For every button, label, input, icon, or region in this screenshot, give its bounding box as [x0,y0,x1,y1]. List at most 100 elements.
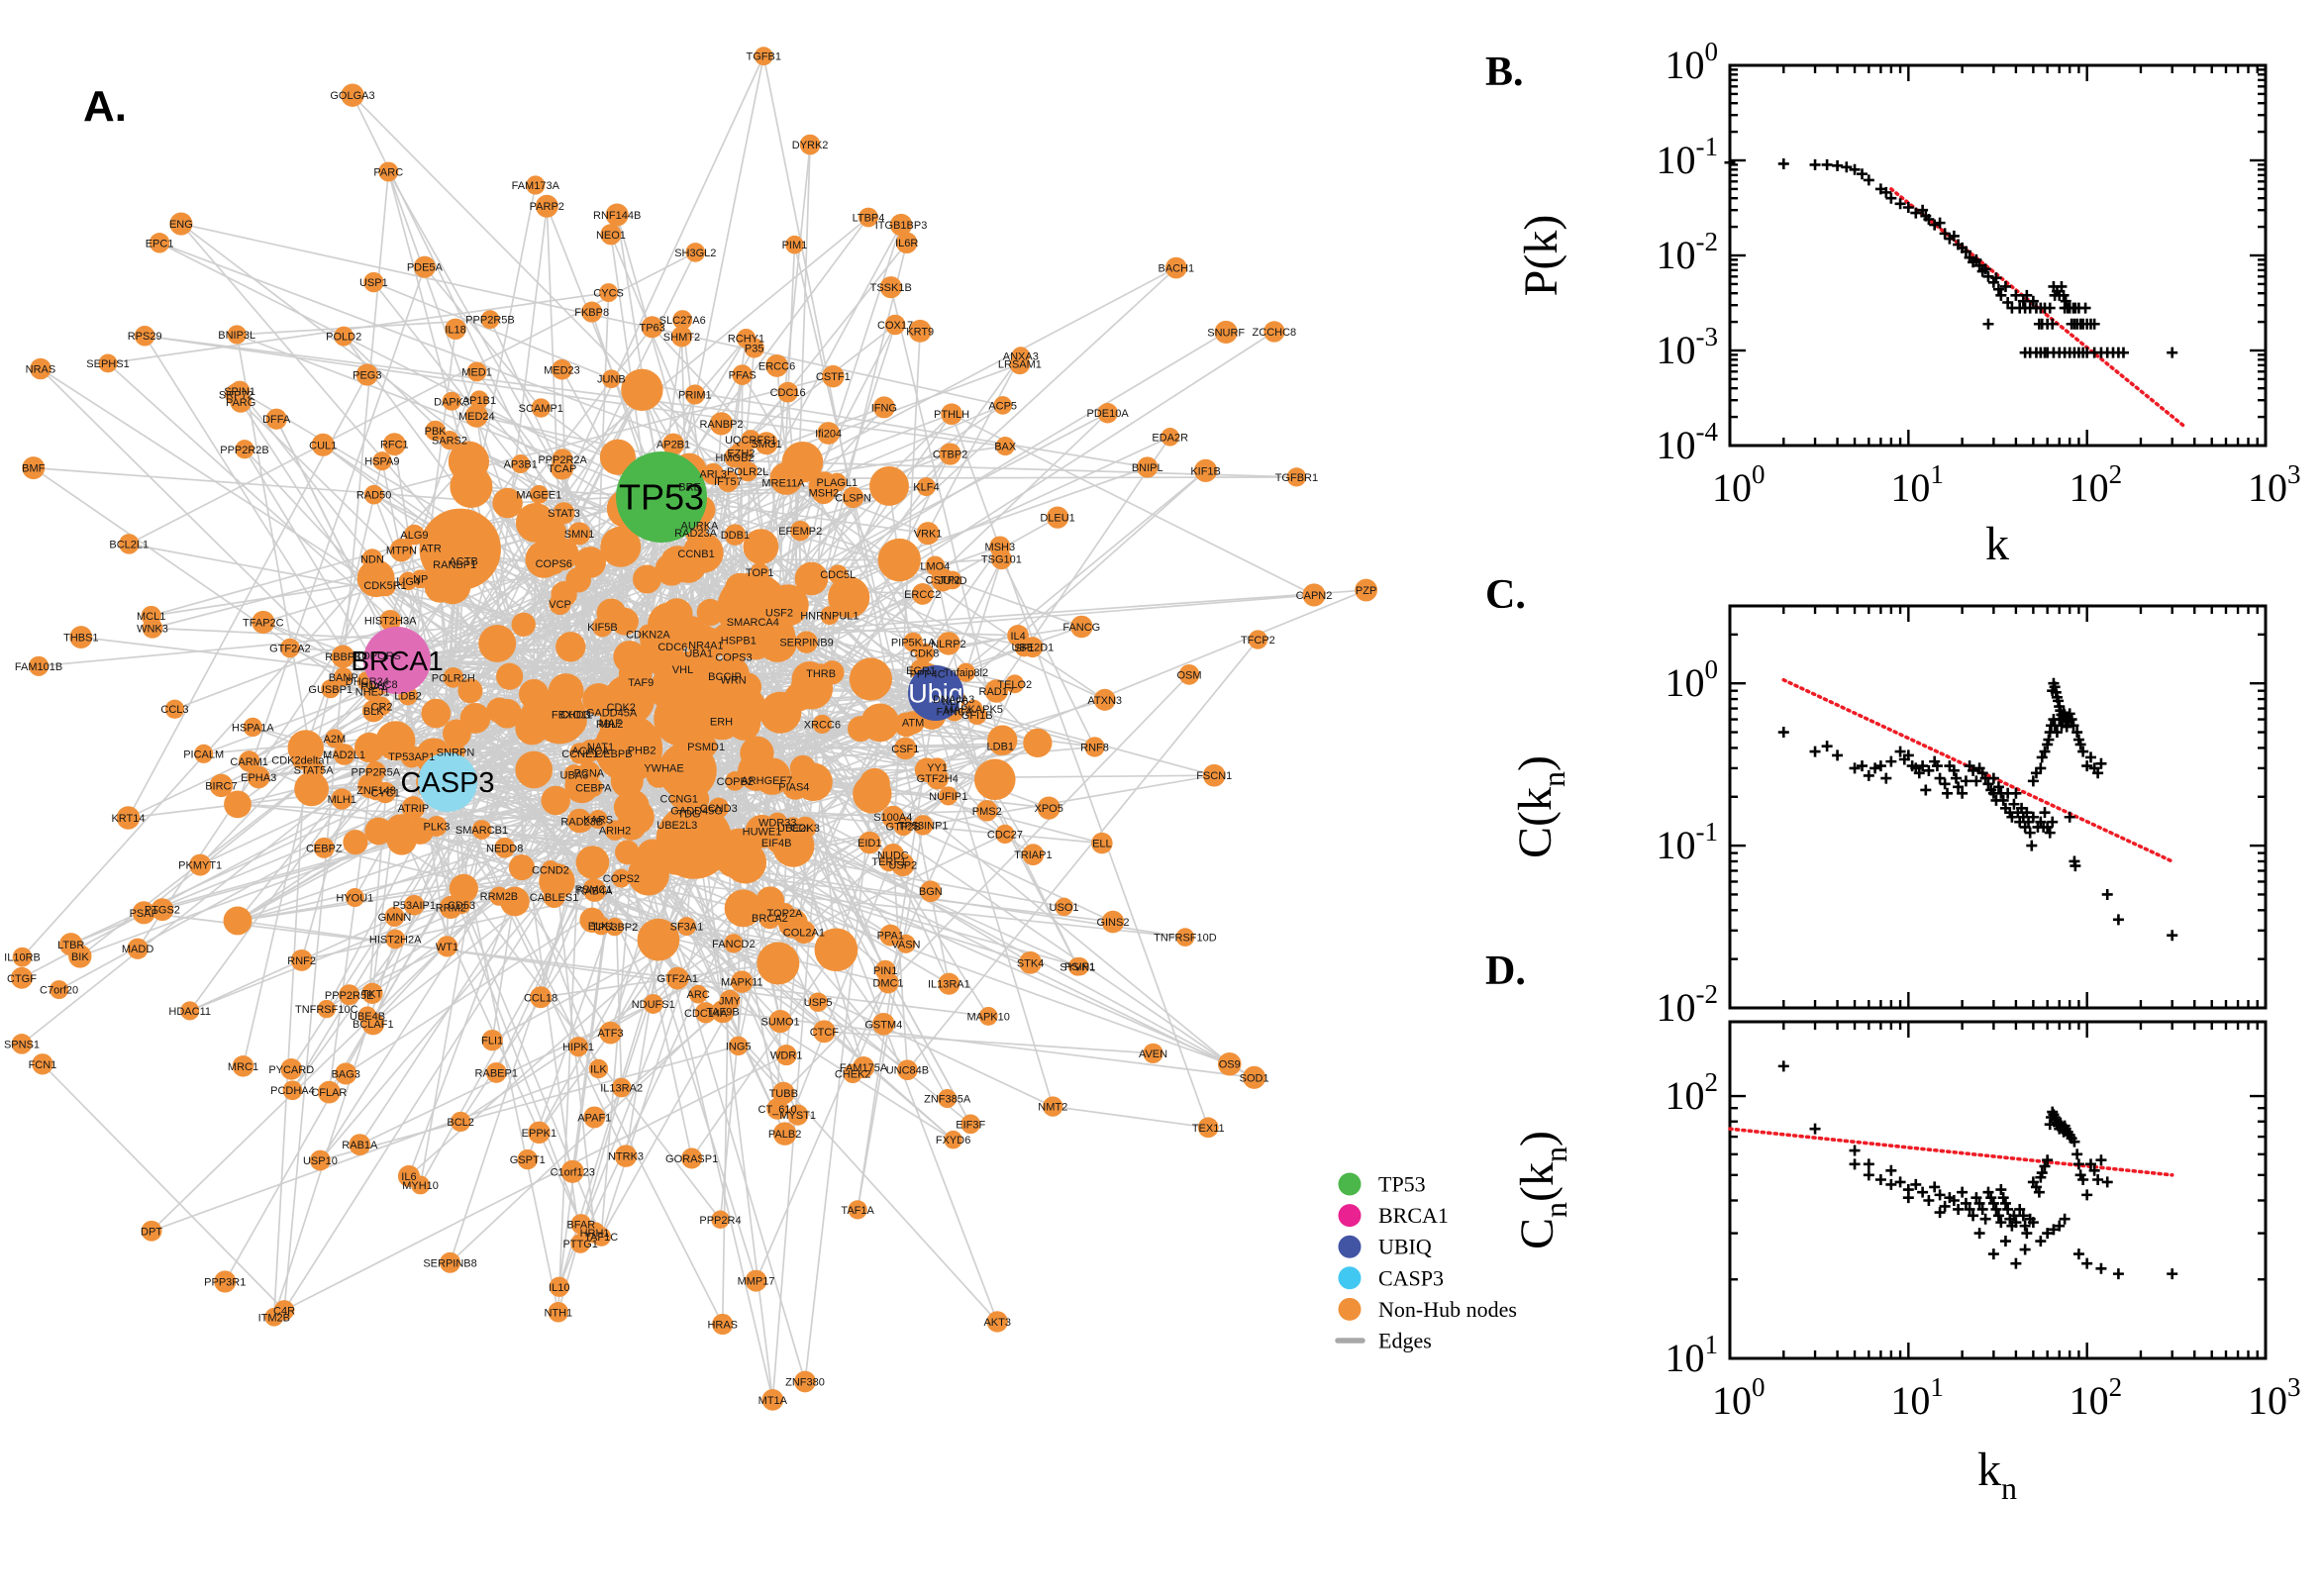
data-point [2042,1154,2054,1166]
data-point [2048,1224,2060,1236]
hub-label-casp3: CASP3 [400,767,494,799]
network-node [235,440,254,459]
network-node-label: RNF2 [287,955,316,967]
network-node-label: CDKN2A [626,629,670,641]
legend-item-nonhub: Non-Hub nodes [1338,1297,1517,1322]
network-node [731,970,754,993]
network-node [799,134,821,155]
network-node [808,992,828,1012]
network-node [605,917,624,937]
network-node [956,662,976,682]
network-node-label: KLF6 [943,696,968,708]
network-node-label: GORASP1 [665,1153,718,1165]
network-node [725,771,746,791]
network-node [134,325,155,347]
network-node [1093,688,1116,711]
network-node [787,1104,809,1126]
data-point [2027,811,2039,823]
network-node-label: POLD2 [326,332,361,344]
data-point [1885,192,1897,204]
network-node [711,1000,735,1024]
network-node [916,522,940,546]
network-node-label: PARP2 [530,201,564,213]
network-node-label: TNFRSF10C [295,1004,358,1016]
network-node [660,635,685,658]
network-node [372,451,392,471]
network-node-label: CCND3 [700,803,738,815]
network-node [309,1149,331,1171]
network-node [741,430,761,449]
network-edge [589,292,610,751]
data-point [1990,272,2002,284]
network-node-label: FKBP8 [574,307,609,319]
network-node [530,986,553,1009]
legend-swatch-ubiq-circle [1338,1235,1362,1258]
network-node-label: BIK [71,951,89,963]
network-edge [272,748,307,1318]
network-node [603,743,625,765]
data-point [1990,1203,2002,1215]
data-point [2014,1203,2026,1215]
data-point [2021,1228,2033,1240]
network-node-label: FBXO11 [552,709,592,721]
network-node-label: SMN1 [564,529,595,541]
network-node [794,1370,816,1393]
network-node-label: BAX [994,442,1017,453]
network-node-label: HNRNPUL1 [800,611,858,623]
network-node-label: CFLAR [311,1087,347,1099]
network-node-label: MSH2 [809,487,840,499]
data-point [2006,811,2018,823]
network-node-label: TSSK1B [870,282,912,294]
data-point [1999,1197,2011,1209]
network-node [214,1270,237,1293]
data-point [2010,1217,2022,1229]
network-node-label: ITGB1BP3 [875,220,928,232]
y-tick-label: 10-3 [1657,322,1719,372]
network-node-label: ATR [421,544,442,555]
network-node [672,310,693,330]
network-node-label: VHL [672,664,693,676]
network-edge [239,390,580,822]
network-node [782,817,804,839]
network-node [1286,467,1307,487]
network-node [722,645,746,669]
network-node-label: KRT9 [906,326,934,338]
network-node-label: SH3GL2 [674,248,716,259]
network-node-label: WT1 [436,942,458,953]
network-node-label: CCNG1 [660,793,699,805]
network-node-label: PRIM1 [678,389,712,401]
network-node [756,768,778,792]
network-node-label: MLH1 [328,794,356,806]
network-edge [824,1030,1154,1054]
network-node-label: SPIN1 [224,386,255,398]
network-node [116,806,141,830]
network-edge [964,558,1003,673]
network-node-label: MRC1 [228,1061,258,1073]
network-node-label: FAM173A [512,180,560,192]
network-node [1175,928,1195,947]
network-node [877,971,899,994]
network-node-label: USF2 [765,607,793,619]
network-node [567,522,591,546]
network-node-label: TGFBR1 [1275,472,1318,484]
y-tick-label: 100 [1666,654,1719,705]
network-node-label: UNC84B [886,1065,929,1077]
hub-node-tp53 [616,451,707,543]
network-node [364,760,386,782]
network-node-label: LTBP4 [853,213,885,225]
data-point [1973,1228,1985,1240]
network-node [661,700,698,737]
network-node [853,1056,875,1079]
network-node-label: COL2A1 [783,927,825,939]
network-node [601,369,621,389]
network-node [614,1145,638,1167]
network-node [990,737,1010,755]
network-node-label: S100A4 [873,812,912,824]
network-node [736,622,775,660]
network-edge [557,841,695,1288]
network-node-label: JUNB [597,374,626,386]
network-node [784,776,804,797]
network-node [466,361,487,382]
network-node [611,1077,632,1098]
network-node-label: NUDC [877,849,909,861]
